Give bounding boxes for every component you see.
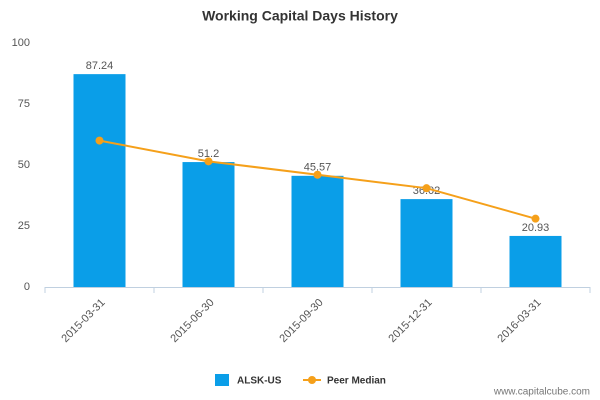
bar bbox=[291, 175, 344, 287]
value-label: 51.2 bbox=[198, 148, 219, 160]
x-tick-label: 2015-09-30 bbox=[277, 297, 325, 345]
bar bbox=[182, 162, 235, 287]
legend-label: ALSK-US bbox=[237, 376, 282, 387]
chart-title: Working Capital Days History bbox=[202, 8, 398, 24]
value-label: 87.24 bbox=[86, 60, 114, 72]
legend-label: Peer Median bbox=[327, 376, 386, 387]
bar bbox=[509, 235, 562, 287]
bar bbox=[400, 199, 453, 287]
x-tick-label: 2016-03-31 bbox=[495, 297, 543, 345]
y-tick-label: 100 bbox=[12, 37, 30, 49]
x-tick-label: 2015-12-31 bbox=[386, 297, 434, 345]
x-tick-label: 2015-03-31 bbox=[59, 297, 107, 345]
y-tick-label: 50 bbox=[18, 159, 30, 171]
line-point bbox=[313, 170, 322, 179]
line-point bbox=[204, 157, 213, 166]
line-point bbox=[531, 214, 540, 223]
line-point bbox=[422, 184, 431, 193]
legend-swatch bbox=[308, 376, 316, 384]
y-tick-label: 25 bbox=[18, 220, 30, 232]
watermark: www.capitalcube.com bbox=[493, 387, 590, 398]
legend-swatch bbox=[215, 374, 229, 386]
y-tick-label: 0 bbox=[24, 281, 30, 293]
value-label: 45.57 bbox=[304, 162, 332, 174]
line-point bbox=[95, 136, 104, 145]
y-tick-label: 75 bbox=[18, 98, 30, 110]
value-label: 20.93 bbox=[522, 222, 550, 234]
bar bbox=[73, 74, 126, 287]
x-tick-label: 2015-06-30 bbox=[168, 297, 216, 345]
